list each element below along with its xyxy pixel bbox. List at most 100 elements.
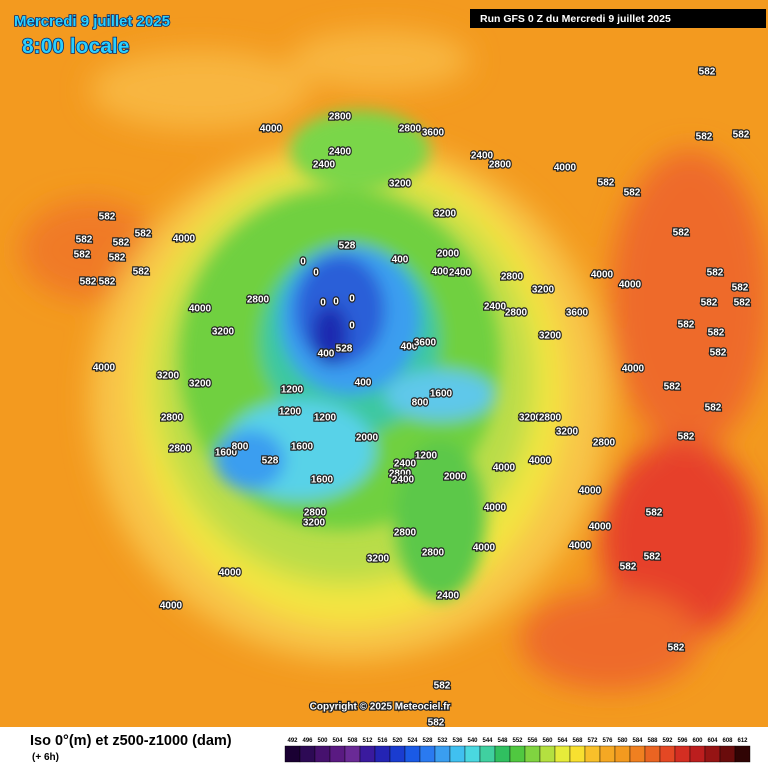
legend-tick-label: 532 <box>437 738 448 744</box>
contour-label: 4000 <box>493 463 516 474</box>
contour-label: 582 <box>733 130 750 141</box>
contour-label: 4000 <box>260 124 283 135</box>
legend-swatch <box>464 745 481 763</box>
legend-swatch <box>539 745 556 763</box>
contour-label: 582 <box>696 132 713 143</box>
contour-label: 0 <box>349 294 355 305</box>
legend-swatch <box>659 745 676 763</box>
contour-label: 4000 <box>529 456 552 467</box>
legend-tick-label: 608 <box>722 738 733 744</box>
contour-label: 582 <box>434 681 451 692</box>
contour-label: 3200 <box>389 179 412 190</box>
contour-label: 4000 <box>554 163 577 174</box>
contour-label: 582 <box>99 212 116 223</box>
contour-label: 582 <box>80 277 97 288</box>
legend-swatch <box>404 745 421 763</box>
legend-swatch <box>719 745 736 763</box>
contour-label: 582 <box>708 328 725 339</box>
legend-tick-label: 492 <box>287 738 298 744</box>
contour-label: 2000 <box>437 249 460 260</box>
contour-label: 4000 <box>619 280 642 291</box>
contour-label: 2400 <box>484 302 507 313</box>
contour-label: 2400 <box>471 151 494 162</box>
legend-tick-label: 584 <box>632 738 643 744</box>
contour-label: 4000 <box>569 541 592 552</box>
legend-tick-label: 572 <box>587 738 598 744</box>
contour-label: 800 <box>232 442 249 453</box>
contour-label: 4000 <box>93 363 116 374</box>
legend-tick-label: 552 <box>512 738 523 744</box>
legend-swatch <box>419 745 436 763</box>
contour-label: 2800 <box>593 438 616 449</box>
contour-label: 528 <box>339 241 356 252</box>
contour-label: 582 <box>109 253 126 264</box>
contour-label: 582 <box>664 382 681 393</box>
contour-label: 2000 <box>444 472 467 483</box>
contour-label: 582 <box>598 178 615 189</box>
footer-title: Iso 0°(m) et z500-z1000 (dam) <box>30 733 232 749</box>
contour-label: 4000 <box>622 364 645 375</box>
color-legend: 492 496 500 504 508 512 516 520 524 528 532 536 540 5… <box>284 738 751 763</box>
contour-label: 1200 <box>415 451 438 462</box>
legend-tick-label: 596 <box>677 738 688 744</box>
legend-swatch <box>329 745 346 763</box>
legend-tick-label: 500 <box>317 738 328 744</box>
contour-label: 3200 <box>434 209 457 220</box>
footer-step: (+ 6h) <box>32 752 59 763</box>
contour-label: 4000 <box>173 234 196 245</box>
legend-tick-label: 576 <box>602 738 613 744</box>
legend-tick-label: 600 <box>692 738 703 744</box>
legend-swatch <box>494 745 511 763</box>
contour-label: 3200 <box>367 554 390 565</box>
map-background <box>0 0 768 727</box>
contour-label: 582 <box>644 552 661 563</box>
legend-swatch <box>509 745 526 763</box>
contour-label: 528 <box>336 344 353 355</box>
contour-label: 2400 <box>329 147 352 158</box>
map-labels: 582 582 582 582 582 582 582 582 582 582 582 582 582 5… <box>72 65 752 729</box>
contour-label: 1600 <box>311 475 334 486</box>
legend-swatch <box>734 745 751 763</box>
contour-label: 582 <box>734 298 751 309</box>
legend-tick-label: 508 <box>347 738 358 744</box>
contour-label: 0 <box>320 298 326 309</box>
contour-label: 3600 <box>422 128 445 139</box>
contour-label: 582 <box>678 432 695 443</box>
legend-tick-label: 556 <box>527 738 538 744</box>
contour-label: 400 <box>401 342 418 353</box>
contour-label: 2400 <box>449 268 472 279</box>
contour-label: 582 <box>113 238 130 249</box>
contour-label: 3200 <box>539 331 562 342</box>
run-info: Run GFS 0 Z du Mercredi 9 juillet 2025 <box>480 13 671 25</box>
contour-label: 1600 <box>215 448 238 459</box>
contour-label: 2800 <box>501 272 524 283</box>
contour-label: 3600 <box>414 338 437 349</box>
legend-swatch <box>674 745 691 763</box>
legend-tick-label: 548 <box>497 738 508 744</box>
contour-label: 582 <box>699 67 716 78</box>
legend-tick-label: 516 <box>377 738 388 744</box>
legend-swatch <box>554 745 571 763</box>
contour-label: 2800 <box>399 124 422 135</box>
contour-label: 582 <box>732 283 749 294</box>
legend-tick-label: 524 <box>407 738 418 744</box>
contour-label: 2800 <box>422 548 445 559</box>
legend-swatch <box>434 745 451 763</box>
contour-label: 582 <box>624 188 641 199</box>
contour-label: 582 <box>428 718 445 729</box>
contour-label: 4000 <box>160 601 183 612</box>
legend-tick-label: 512 <box>362 738 373 744</box>
contour-label: 3200 <box>157 371 180 382</box>
legend-swatch <box>374 745 391 763</box>
contour-label: 2800 <box>304 508 327 519</box>
contour-label: 4000 <box>473 543 496 554</box>
legend-swatch <box>479 745 496 763</box>
contour-label: 4000 <box>579 486 602 497</box>
contour-label: 3200 <box>303 518 326 529</box>
map-time: 8:00 locale <box>22 35 129 58</box>
contour-label: 4000 <box>591 270 614 281</box>
contour-label: 2800 <box>247 295 270 306</box>
contour-label: 4000 <box>484 503 507 514</box>
legend-swatch <box>599 745 616 763</box>
